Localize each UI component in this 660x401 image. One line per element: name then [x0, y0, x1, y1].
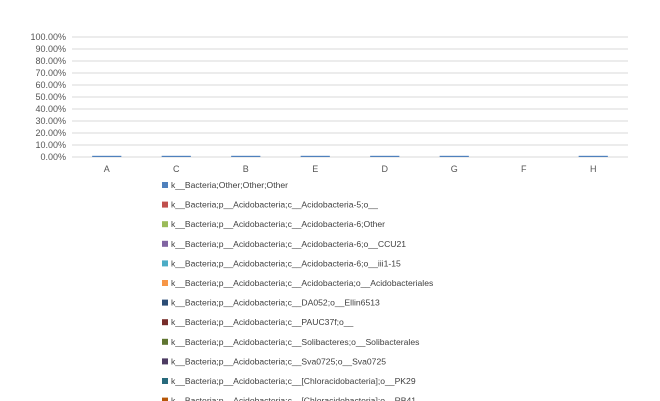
- bar-segment: [92, 155, 122, 157]
- legend-label: k__Bacteria;p__Acidobacteria;c__DA052;o_…: [171, 298, 380, 308]
- legend-swatch: [162, 378, 168, 384]
- y-tick-label: 80.00%: [35, 56, 66, 66]
- legend-label: k__Bacteria;p__Acidobacteria;c__[Chlorac…: [171, 396, 416, 401]
- y-tick-label: 30.00%: [35, 116, 66, 126]
- x-tick-label: F: [521, 164, 527, 174]
- y-tick-label: 60.00%: [35, 80, 66, 90]
- legend-swatch: [162, 221, 168, 228]
- legend-swatch: [162, 397, 168, 401]
- legend-swatch: [162, 358, 168, 365]
- bar-segment: [300, 155, 330, 157]
- y-tick-label: 0.00%: [40, 152, 66, 162]
- y-tick-label: 40.00%: [35, 104, 66, 114]
- bar-segment: [370, 155, 400, 157]
- legend-swatch: [162, 201, 168, 208]
- legend-label: k__Bacteria;p__Acidobacteria;c__Sva0725;…: [171, 356, 386, 366]
- legend-swatch: [162, 182, 168, 188]
- legend-label: k__Bacteria;p__Acidobacteria;c__Acidobac…: [171, 219, 385, 229]
- x-tick-label: E: [312, 164, 318, 174]
- legend-swatch: [162, 299, 168, 306]
- y-tick-label: 70.00%: [35, 68, 66, 78]
- x-tick-label: C: [173, 164, 180, 174]
- legend-swatch: [162, 260, 168, 267]
- legend-label: k__Bacteria;Other;Other;Other: [171, 180, 288, 190]
- y-tick-label: 50.00%: [35, 92, 66, 102]
- legend-label: k__Bacteria;p__Acidobacteria;c__PAUC37f;…: [171, 317, 354, 327]
- x-tick-label: B: [243, 164, 249, 174]
- x-tick-label: H: [590, 164, 597, 174]
- bar-segment: [578, 155, 608, 157]
- legend-swatch: [162, 240, 168, 247]
- legend-swatch: [162, 319, 168, 326]
- legend-label: k__Bacteria;p__Acidobacteria;c__Solibact…: [171, 337, 419, 347]
- bar-segment: [439, 155, 469, 157]
- legend-label: k__Bacteria;p__Acidobacteria;c__[Chlorac…: [171, 376, 416, 386]
- legend-swatch: [162, 280, 168, 286]
- x-tick-label: G: [451, 164, 458, 174]
- legend-label: k__Bacteria;p__Acidobacteria;c__Acidobac…: [171, 239, 406, 249]
- legend-swatch: [162, 338, 168, 345]
- y-tick-label: 100.00%: [30, 32, 66, 42]
- bar-segment: [161, 155, 191, 157]
- legend-label: k__Bacteria;p__Acidobacteria;c__Acidobac…: [171, 258, 401, 268]
- y-tick-label: 10.00%: [35, 140, 66, 150]
- bar-segment: [231, 155, 261, 157]
- legend-label: k__Bacteria;p__Acidobacteria;c__Acidobac…: [171, 278, 433, 288]
- x-tick-label: D: [382, 164, 389, 174]
- y-tick-label: 90.00%: [35, 44, 66, 54]
- legend-label: k__Bacteria;p__Acidobacteria;c__Acidobac…: [171, 200, 378, 210]
- y-tick-label: 20.00%: [35, 128, 66, 138]
- x-tick-label: A: [104, 164, 110, 174]
